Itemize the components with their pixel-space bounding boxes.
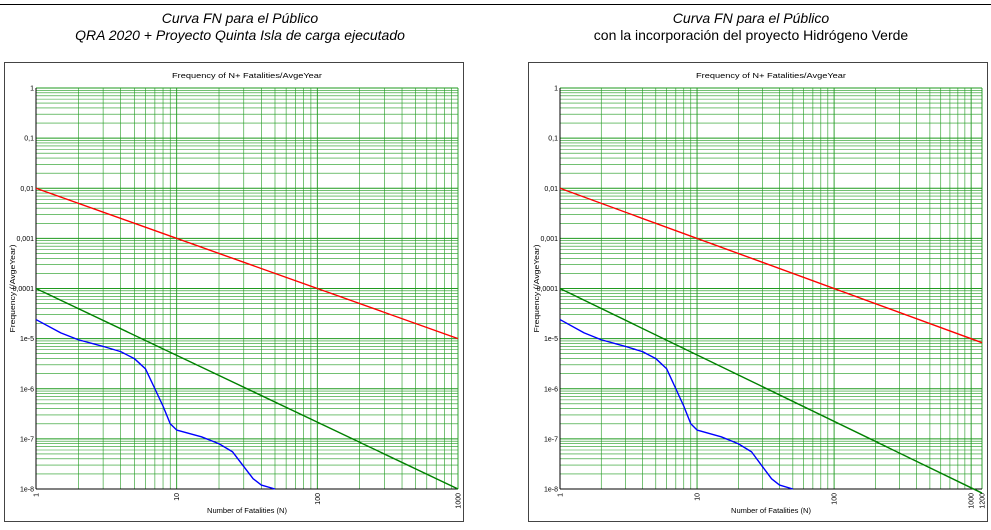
- x-tick-label: 1200: [980, 493, 987, 509]
- y-tick-label: 1e-6: [544, 386, 558, 393]
- fn-chart-left-svg: Frequency of N+ Fatalities/AvgeYear 1 0,1 0…: [4, 62, 464, 522]
- y-tick-label: 1e-5: [20, 336, 34, 343]
- figure-title-left: Curva FN para el Público QRA 2020 + Proy…: [0, 10, 480, 44]
- y-axis-title: Frequency (/AvgeYear): [10, 245, 17, 333]
- y-tick-label: 1e-7: [544, 436, 558, 443]
- series-blue-fn-curve: [559, 318, 794, 490]
- y-tick-label: 1e-8: [20, 487, 34, 494]
- top-rule: [0, 4, 991, 5]
- x-tick-label: 100: [832, 493, 839, 505]
- x-tick-label: 1: [558, 493, 565, 497]
- chart-frame: [4, 62, 464, 522]
- x-tick-label: 1: [34, 493, 41, 497]
- x-tick-label: 10: [174, 493, 181, 501]
- y-tick-label: 1: [554, 86, 558, 93]
- y-tick-label: 1e-7: [20, 436, 34, 443]
- series-green-criterion-line: [35, 287, 459, 490]
- chart-title: Frequency of N+ Fatalities/AvgeYear: [696, 71, 847, 80]
- y-tick-label: 0,1: [548, 136, 558, 143]
- figure-title-right-line1: Curva FN para el Público: [672, 10, 830, 26]
- series-red-criterion-line: [559, 187, 983, 344]
- y-tick-label: 0,1: [24, 136, 34, 143]
- x-tick-label: 10: [695, 493, 702, 501]
- x-axis-title: Number of Fatalities (N): [207, 508, 287, 515]
- x-tick-label: 1000: [969, 493, 976, 509]
- y-tick-label: 0,0001: [13, 286, 35, 293]
- figure-title-right-line2: con la incorporación del proyecto Hidróg…: [593, 27, 909, 43]
- y-tick-label: 0,001: [16, 236, 34, 243]
- x-tick-label: 100: [315, 493, 322, 505]
- series-blue-fn-curve: [35, 318, 276, 490]
- figure-title-left-line1: Curva FN para el Público: [161, 10, 319, 26]
- y-tick-label: 0,0001: [537, 286, 559, 293]
- y-tick-label: 0,001: [540, 236, 558, 243]
- y-tick-label: 0,01: [544, 186, 558, 193]
- fn-chart-left: Frequency of N+ Fatalities/AvgeYear 1 0,1 0…: [0, 58, 468, 526]
- y-tick-label: 1e-6: [20, 386, 34, 393]
- series-red-criterion-line: [35, 187, 459, 340]
- fn-chart-right-svg: Frequency of N+ Fatalities/AvgeYear 1 0,1 0…: [528, 62, 988, 522]
- series-green-criterion-line: [559, 287, 983, 494]
- y-tick-label: 1: [30, 86, 34, 93]
- figure-title-right: Curva FN para el Público con la incorpor…: [511, 10, 991, 44]
- fn-chart-right: Frequency of N+ Fatalities/AvgeYear 1 0,1 0…: [524, 58, 991, 526]
- chart-title: Frequency of N+ Fatalities/AvgeYear: [172, 71, 323, 80]
- y-axis-title: Frequency (/AvgeYear): [534, 245, 541, 333]
- x-tick-label: 1000: [456, 493, 463, 509]
- chart-frame: [528, 62, 988, 522]
- y-tick-label: 0,01: [20, 186, 34, 193]
- x-axis-title: Number of Fatalities (N): [731, 508, 811, 515]
- y-tick-label: 1e-8: [544, 487, 558, 494]
- y-tick-label: 1e-5: [544, 336, 558, 343]
- figure-title-left-line2: QRA 2020 + Proyecto Quinta Isla de carga…: [75, 27, 405, 43]
